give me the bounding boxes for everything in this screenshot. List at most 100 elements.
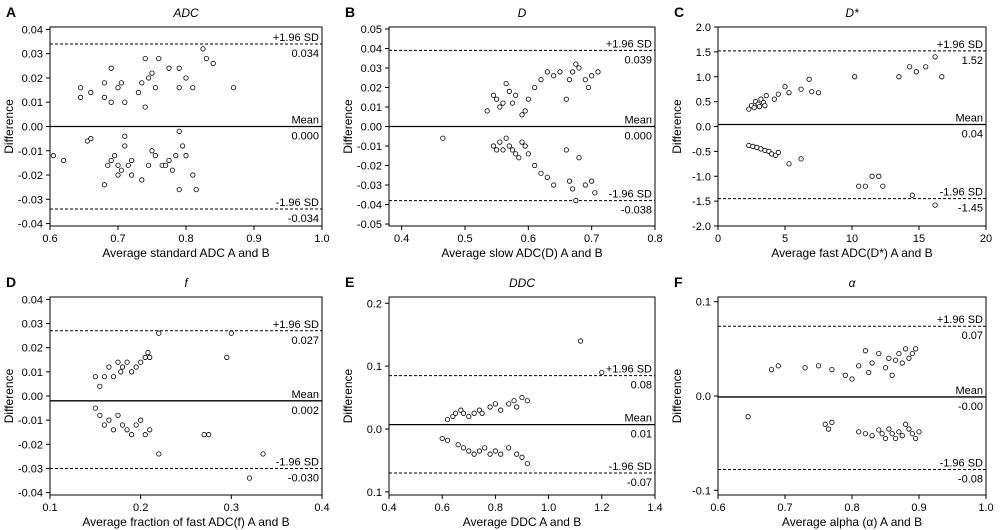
y-tick-label: -0.01 <box>357 141 382 153</box>
data-point <box>142 104 148 110</box>
data-point <box>92 374 98 380</box>
data-point <box>492 448 498 454</box>
data-point <box>138 417 144 423</box>
lower-limit-line-value: -0.07 <box>627 477 652 489</box>
data-point <box>176 85 182 91</box>
data-point <box>856 183 862 189</box>
data-point <box>899 360 905 366</box>
data-point <box>862 183 869 189</box>
mean-line-value: 0.000 <box>291 131 319 143</box>
data-point <box>909 431 915 437</box>
data-point <box>471 451 477 457</box>
upper-limit-line-label: +1.96 SD <box>606 38 652 50</box>
data-point <box>519 139 525 145</box>
data-point <box>869 360 875 366</box>
data-point <box>746 106 752 112</box>
data-point <box>190 85 196 91</box>
data-point <box>133 364 139 370</box>
data-point <box>514 404 520 410</box>
y-tick-label: 0.02 <box>22 343 43 355</box>
data-point <box>460 410 467 416</box>
y-tick-label: 2.0 <box>696 22 711 34</box>
upper-limit-line-value: 0.08 <box>631 380 652 392</box>
y-tick-label: -0.1 <box>692 485 711 497</box>
lower-limit-line-label: -1.96 SD <box>276 197 319 209</box>
x-tick-label: 5 <box>782 233 788 245</box>
data-point <box>487 404 493 410</box>
panel-label: D <box>6 274 16 290</box>
y-tick-label: -0.03 <box>357 180 382 192</box>
data-point <box>538 77 544 83</box>
upper-limit-line-label: +1.96 SD <box>937 314 983 326</box>
data-point <box>231 85 237 91</box>
data-point <box>176 128 182 134</box>
chart-title: D <box>518 6 527 20</box>
x-tick-label: 0.8 <box>647 233 662 245</box>
x-axis-label: Average alpha (α) A and B <box>782 515 922 529</box>
data-point <box>78 85 84 91</box>
data-point <box>108 157 114 164</box>
data-point <box>101 422 108 428</box>
data-point <box>180 143 186 149</box>
data-point <box>889 372 895 378</box>
y-tick-label: 0.03 <box>361 63 382 75</box>
data-point <box>909 192 915 198</box>
panel-label: F <box>674 274 683 290</box>
x-tick-label: 1.0 <box>541 502 556 514</box>
chart-title: DDC <box>509 276 535 290</box>
y-axis-label: Difference <box>670 99 684 154</box>
y-tick-label: -0.5 <box>692 146 711 158</box>
x-tick-label: 0.9 <box>911 502 926 514</box>
data-point <box>466 413 472 420</box>
x-tick-label: 0 <box>715 233 721 245</box>
data-point <box>497 139 503 145</box>
data-point <box>129 369 135 375</box>
data-point <box>595 69 601 75</box>
data-point <box>939 74 945 80</box>
data-point <box>896 429 902 435</box>
data-point <box>118 167 125 173</box>
data-point <box>494 147 500 153</box>
data-point <box>815 363 822 369</box>
data-point <box>751 104 757 111</box>
x-axis-label: Average fast ADC(D*) A and B <box>771 246 932 260</box>
y-tick-label: -0.01 <box>18 415 43 427</box>
upper-limit-line-value: 0.027 <box>291 335 319 347</box>
data-point <box>500 147 506 153</box>
data-point <box>176 186 182 193</box>
data-point <box>775 149 781 155</box>
data-point <box>455 442 461 448</box>
data-point <box>497 104 503 110</box>
x-tick-label: 0.4 <box>381 502 396 514</box>
data-point <box>108 99 114 105</box>
data-point <box>190 172 196 178</box>
data-point <box>869 432 875 439</box>
y-tick-label: -0.04 <box>18 219 43 231</box>
mean-line-value: -0.00 <box>958 401 983 413</box>
upper-limit-line-label: +1.96 SD <box>937 39 983 51</box>
data-point <box>570 69 576 75</box>
data-point <box>589 178 595 184</box>
data-point <box>129 172 135 178</box>
data-point <box>862 431 869 437</box>
data-point <box>122 133 128 139</box>
y-tick-label: -0.01 <box>18 146 43 158</box>
x-tick-label: 0.7 <box>584 233 599 245</box>
data-point <box>152 153 158 159</box>
x-tick-label: 0.6 <box>42 233 57 245</box>
chart-title: ADC <box>172 6 199 20</box>
data-point <box>566 178 573 184</box>
data-point <box>524 460 530 467</box>
data-point <box>763 93 769 99</box>
data-point <box>115 359 121 365</box>
chart-title: f <box>184 276 189 290</box>
data-point <box>92 405 98 411</box>
y-tick-label: 0.01 <box>361 102 382 114</box>
lower-limit-line-value: -0.08 <box>958 474 983 486</box>
x-tick-label: 0.2 <box>133 502 148 514</box>
y-axis-label: Difference <box>2 99 16 154</box>
x-tick-label: 0.4 <box>394 233 409 245</box>
data-point <box>482 445 488 451</box>
